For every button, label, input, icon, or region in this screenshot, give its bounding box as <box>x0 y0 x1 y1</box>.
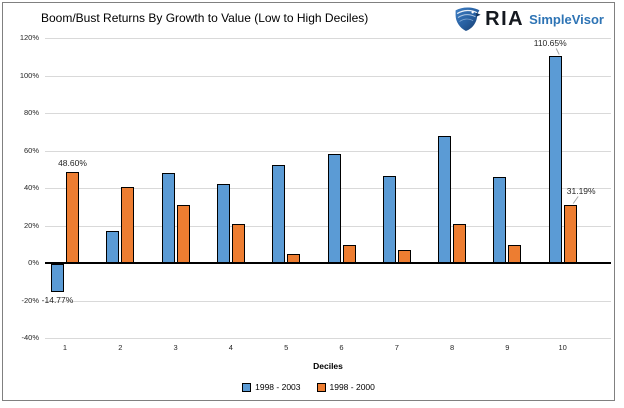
bar-series1-decile-2 <box>121 187 135 263</box>
legend-swatch-icon <box>242 382 252 392</box>
gridline <box>45 150 611 152</box>
bar-series0-decile-10 <box>548 55 562 263</box>
leader-lines <box>555 48 579 204</box>
data-label: 31.19% <box>566 185 596 196</box>
brand-simplevisor-text: SimpleVisor <box>529 12 604 27</box>
data-label: 48.60% <box>58 157 87 168</box>
bar-series0-decile-4 <box>216 184 230 263</box>
gridline <box>45 338 611 339</box>
x-axis-tick-label: 9 <box>505 343 510 352</box>
chart-frame: Boom/Bust Returns By Growth to Value (Lo… <box>2 2 615 401</box>
leader-line <box>555 48 560 55</box>
bar-series0-decile-9 <box>493 176 507 263</box>
y-axis-tick-label: 120% <box>19 33 39 42</box>
leader-line <box>572 196 579 204</box>
legend-item: 1998 - 2000 <box>316 382 375 392</box>
legend-swatch-icon <box>316 382 326 392</box>
gridline <box>45 300 611 302</box>
bar-series0-decile-6 <box>327 154 341 263</box>
brand-ria-text: RIA <box>485 8 525 30</box>
bar-series0-decile-7 <box>382 175 396 263</box>
gridline <box>45 113 611 114</box>
bar-series1-decile-8 <box>453 223 467 263</box>
y-axis-tick-label: 20% <box>23 220 39 230</box>
bar-series0-decile-5 <box>272 164 286 263</box>
x-axis-tick-label: 4 <box>228 343 233 352</box>
x-axis-tick-label: 10 <box>558 343 567 352</box>
x-axis-tick-label: 5 <box>284 343 289 352</box>
brand-logo: RIA SimpleVisor <box>454 7 604 32</box>
bar-series1-decile-4 <box>231 223 245 263</box>
zero-axis-line <box>45 262 611 264</box>
plot-area <box>3 3 614 400</box>
legend: 1998 - 2003 1998 - 2000 <box>3 382 614 392</box>
legend-label: 1998 - 2000 <box>329 382 375 392</box>
data-label: 110.65% <box>533 37 567 48</box>
bar-series0-decile-8 <box>438 135 452 263</box>
chart-title: Boom/Bust Returns By Growth to Value (Lo… <box>41 11 369 25</box>
gridline <box>45 38 611 39</box>
y-axis-tick-label: 40% <box>23 183 39 192</box>
y-axis-tick-label: -20% <box>21 295 39 305</box>
x-axis-tick-label: 6 <box>339 343 344 352</box>
bar-series1-decile-9 <box>508 245 522 263</box>
bar-series1-decile-7 <box>397 249 411 263</box>
x-axis-tick-label: 7 <box>394 343 399 352</box>
y-axis-tick-label: 100% <box>19 70 39 80</box>
bar-series0-decile-2 <box>106 231 120 263</box>
gridline <box>45 75 611 77</box>
legend-label: 1998 - 2003 <box>255 382 301 392</box>
y-axis-tick-label: -40% <box>21 333 39 342</box>
x-axis-title: Deciles <box>313 361 343 371</box>
y-axis-tick-label: 80% <box>23 108 39 117</box>
x-axis-tick-label: 1 <box>62 343 68 352</box>
eagle-shield-icon <box>455 7 481 32</box>
y-axis-tick-label: 60% <box>23 145 39 155</box>
bar-series1-decile-10 <box>563 204 577 263</box>
data-label: -14.77% <box>41 294 74 305</box>
bar-series0-decile-1 <box>51 264 64 292</box>
bar-series1-decile-3 <box>176 204 190 263</box>
bar-series1-decile-1 <box>66 171 79 263</box>
x-axis-tick-label: 3 <box>173 343 178 352</box>
x-axis-tick-label: 2 <box>118 343 123 352</box>
bar-series1-decile-5 <box>287 253 301 263</box>
bar-series0-decile-3 <box>161 173 175 263</box>
x-axis-tick-label: 8 <box>450 343 455 352</box>
legend-item: 1998 - 2003 <box>242 382 301 392</box>
bar-series1-decile-6 <box>342 245 356 263</box>
y-axis-tick-label: 0% <box>28 258 39 267</box>
